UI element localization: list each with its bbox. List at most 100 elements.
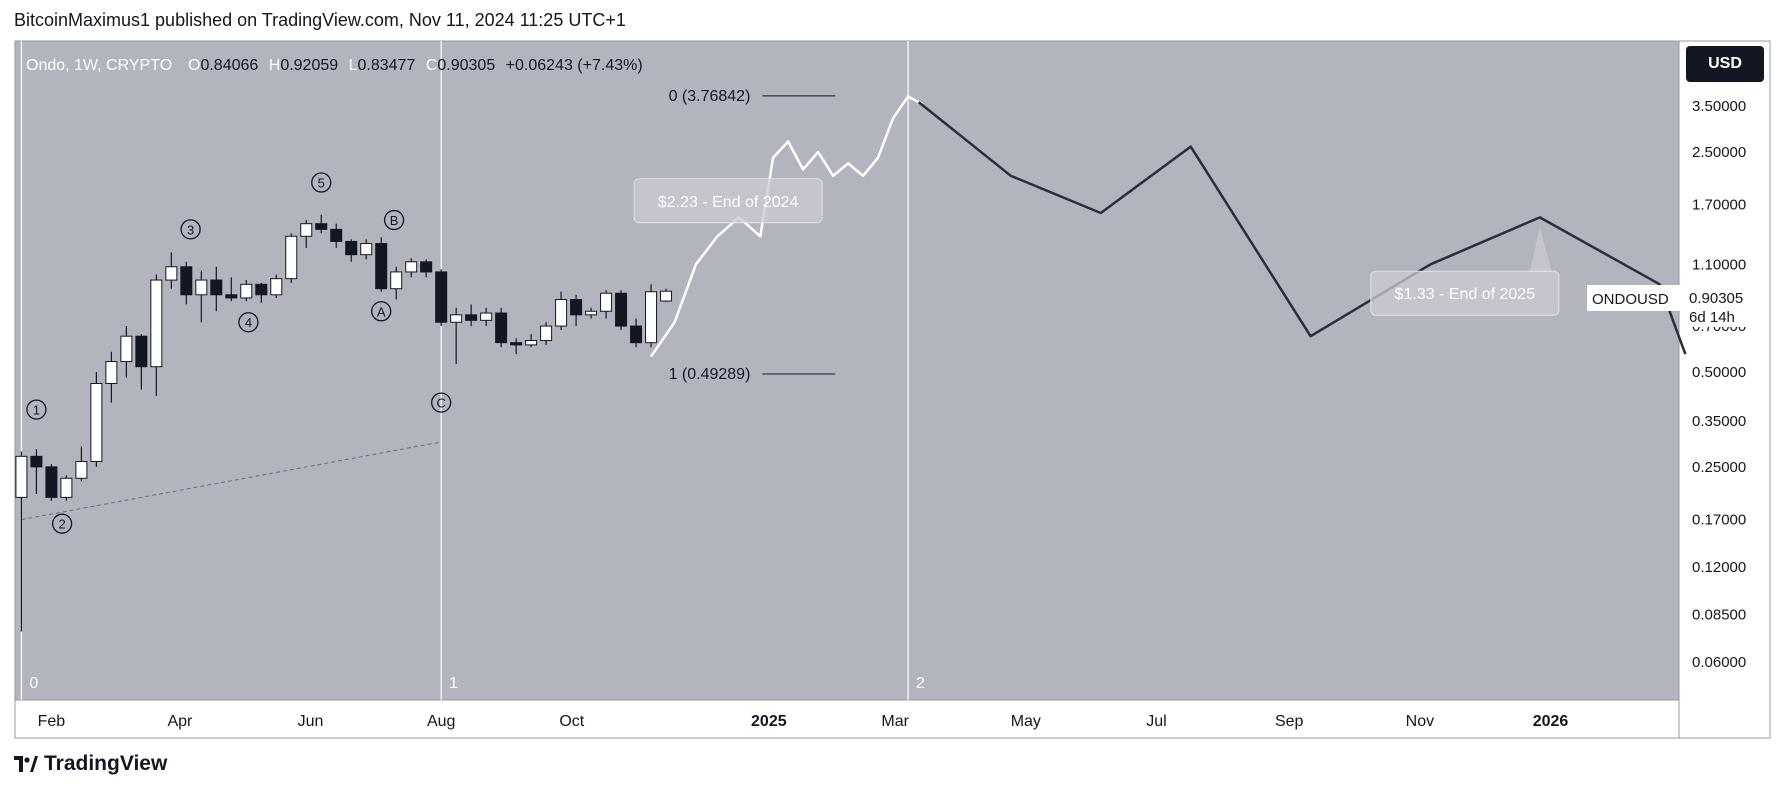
candle-body xyxy=(345,240,358,256)
candle-body xyxy=(495,312,508,344)
plot-area[interactable] xyxy=(15,41,1679,700)
wave-label: B xyxy=(390,213,399,228)
wave-label: 2 xyxy=(58,517,65,532)
y-axis-tick-label: 1.10000 xyxy=(1692,256,1746,273)
candle-body xyxy=(525,339,538,346)
candle-body xyxy=(150,279,163,368)
x-axis-tick-label: Jul xyxy=(1146,713,1166,730)
candle-body xyxy=(510,342,523,346)
price-tag: ONDOUSD 0.90305 6d 14h xyxy=(1587,285,1764,327)
y-axis-tick-label: 0.35000 xyxy=(1692,413,1746,430)
y-axis-tick-label: 0.12000 xyxy=(1692,559,1746,576)
x-axis-tick-label: Oct xyxy=(559,713,584,730)
legend-ohlc: O0.84066 H0.92059 L0.83477 C0.90305 +0.0… xyxy=(188,57,643,74)
wave-label-circle xyxy=(383,209,405,231)
wave-label-circle xyxy=(26,399,47,420)
legend-low-value: 0.83477 xyxy=(358,57,416,74)
candle-body xyxy=(585,310,598,316)
candle-body xyxy=(315,223,328,230)
y-axis-strip xyxy=(1679,41,1770,738)
y-axis-tick-label: 0.06000 xyxy=(1692,654,1746,671)
wave-label: 1 xyxy=(33,403,40,418)
candle-body xyxy=(240,283,253,299)
candle-body xyxy=(30,455,43,468)
y-axis-tick-label: 1.70000 xyxy=(1692,197,1746,214)
candle-body xyxy=(270,278,283,296)
candle-body xyxy=(300,223,313,237)
candle-body xyxy=(165,266,178,281)
tradingview-logo-icon xyxy=(14,756,38,772)
candle-body xyxy=(375,243,388,290)
callout-pointer xyxy=(1529,226,1552,273)
y-axis-tick-label: 3.50000 xyxy=(1692,98,1746,115)
x-axis-tick-label: Feb xyxy=(38,713,66,730)
candle-body xyxy=(570,299,583,316)
x-axis-strip xyxy=(15,700,1679,738)
x-axis-tick-label: Nov xyxy=(1406,713,1434,730)
fib-level-label: 0 (3.76842) xyxy=(669,88,751,105)
candle-body xyxy=(630,325,643,344)
y-axis-tick-label: 0.17000 xyxy=(1692,512,1746,529)
brand-name: TradingView xyxy=(44,752,168,775)
legend-open-label: O xyxy=(188,57,200,74)
candle-body xyxy=(615,292,628,327)
wave-label: 4 xyxy=(245,315,252,330)
tradingview-brand[interactable]: TradingView xyxy=(14,752,167,776)
wave-label-circle xyxy=(51,513,73,534)
candle-body xyxy=(540,325,553,341)
candle-body xyxy=(405,261,418,273)
candle-body xyxy=(135,335,148,368)
y-axis-tick-label: 0.25000 xyxy=(1692,459,1746,476)
currency-button[interactable]: USD xyxy=(1686,46,1764,82)
y-axis-tick-label: 2.50000 xyxy=(1692,144,1746,161)
candle-body xyxy=(225,294,238,299)
price-tag-symbol: ONDOUSD xyxy=(1592,291,1669,308)
wave-label-circle xyxy=(180,219,201,240)
published-line: BitcoinMaximus1 published on TradingView… xyxy=(14,10,626,30)
candle-body xyxy=(180,266,193,296)
callout-text: $1.33 - End of 2025 xyxy=(1395,286,1536,303)
callout-box xyxy=(1370,270,1560,316)
candle-body xyxy=(420,261,433,273)
fib-level-label: 1 (0.49289) xyxy=(669,366,751,383)
cycle-marker-label: 1 xyxy=(449,675,458,692)
price-tag-countdown: 6d 14h xyxy=(1689,309,1735,326)
candle-body xyxy=(645,291,658,344)
callout-text: $2.23 - End of 2024 xyxy=(658,194,799,211)
wave-label-circle xyxy=(238,312,259,333)
candle-body xyxy=(60,477,73,498)
candle-body xyxy=(45,466,58,498)
wave-label-circle xyxy=(431,392,452,413)
legend-close-label: C xyxy=(426,57,438,74)
y-axis-tick-label: 0.08500 xyxy=(1692,606,1746,623)
candle-body xyxy=(660,290,673,302)
wave-label: A xyxy=(377,304,386,319)
x-axis-tick-label: Jun xyxy=(298,713,324,730)
candle-body xyxy=(600,292,613,312)
legend-low-label: L xyxy=(349,57,358,74)
legend-open-value: 0.84066 xyxy=(200,57,258,74)
legend-close-value: 0.90305 xyxy=(437,57,495,74)
x-axis-tick-label: Apr xyxy=(167,713,193,730)
wave-label-circle xyxy=(311,172,332,193)
candle-body xyxy=(555,299,568,327)
x-axis-tick-label: Mar xyxy=(881,713,909,730)
projection-2024-line xyxy=(649,95,924,358)
candle-body xyxy=(75,460,88,479)
price-tag-price-box xyxy=(1682,285,1764,327)
projection-2025-line xyxy=(917,101,1687,355)
candle-body xyxy=(15,455,28,498)
legend-symbol: Ondo, 1W, CRYPTO xyxy=(26,57,172,74)
candle-body xyxy=(105,361,118,384)
candle-body xyxy=(255,283,268,296)
candle-body xyxy=(285,235,298,280)
wave-label: C xyxy=(436,396,445,411)
x-axis-tick-label: May xyxy=(1011,713,1041,730)
dashed-trendline xyxy=(21,441,442,521)
legend-change: +0.06243 (+7.43%) xyxy=(506,57,643,74)
cycle-marker-label: 0 xyxy=(29,675,38,692)
candle-body xyxy=(435,271,448,323)
callout-box xyxy=(633,178,823,224)
x-axis-tick-label: Aug xyxy=(427,713,455,730)
